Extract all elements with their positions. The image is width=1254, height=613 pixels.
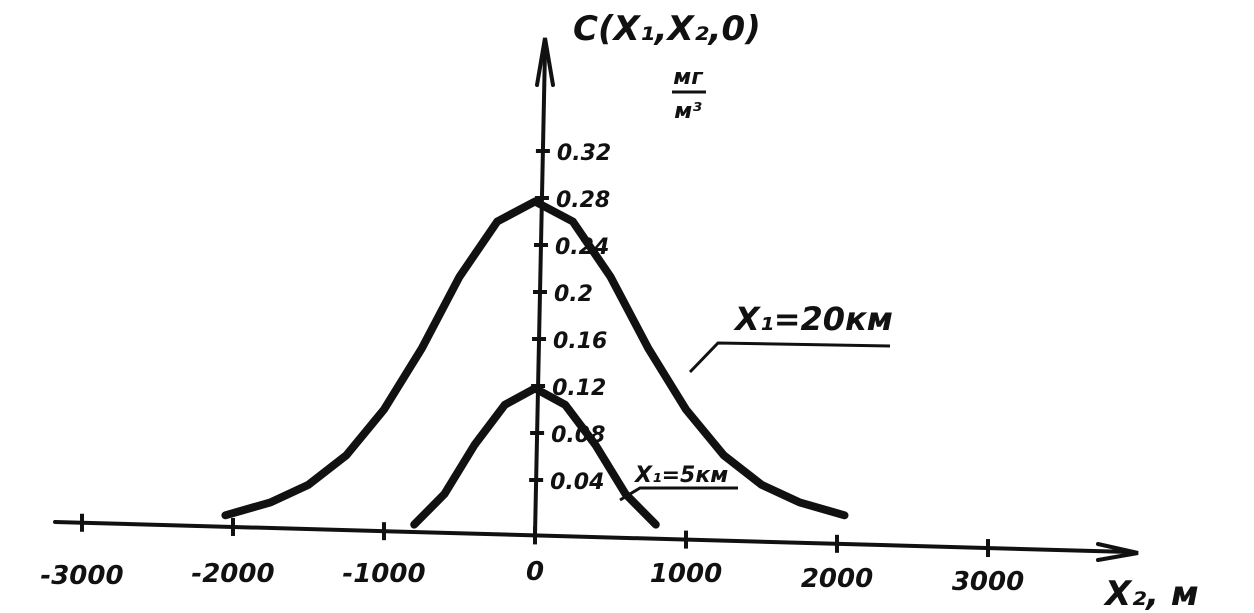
series-2-leader <box>619 486 738 502</box>
x-tick-label: -3000 <box>40 561 123 591</box>
x-tick-label: 3000 <box>952 567 1024 597</box>
x-axis-title: X₂, м <box>1103 574 1199 613</box>
x-axis-line <box>53 520 1132 554</box>
axes <box>53 37 1139 562</box>
series-1-label: X₁=20км <box>733 300 893 338</box>
y-axis-arrow <box>535 37 555 87</box>
y-tick-label: 0.2 <box>554 282 593 307</box>
y-tick-label: 0.12 <box>552 376 606 401</box>
y-axis-unit-numerator: мг <box>673 65 704 90</box>
x-tick-label: 1000 <box>650 559 722 589</box>
y-tick-label: 0.04 <box>550 470 604 495</box>
series-line-1 <box>221 197 849 520</box>
series-2-label: X₁=5км <box>633 463 728 488</box>
series-1-leader <box>688 341 891 374</box>
series-line-2 <box>410 384 660 529</box>
y-tick-label: 0.32 <box>557 141 611 166</box>
y-tick-label: 0.08 <box>551 423 605 448</box>
curves <box>221 197 849 529</box>
x-axis-arrow <box>1096 542 1139 562</box>
labels: -3000 -2000 -1000 0 1000 2000 3000 0.04 0.08 0.12… <box>40 9 1198 613</box>
y-axis-unit-denominator: м³ <box>674 99 702 124</box>
y-axis-title: C(X₁,X₂,0) <box>573 9 761 49</box>
y-tick-label: 0.28 <box>556 188 610 213</box>
x-tick-label: -2000 <box>191 559 274 589</box>
x-tick-label: 2000 <box>801 564 873 594</box>
y-tick-label: 0.16 <box>553 329 607 354</box>
x-tick-label: 0 <box>526 557 544 587</box>
x-tick-label: -1000 <box>342 559 425 589</box>
y-tick-label: 0.24 <box>555 235 609 260</box>
